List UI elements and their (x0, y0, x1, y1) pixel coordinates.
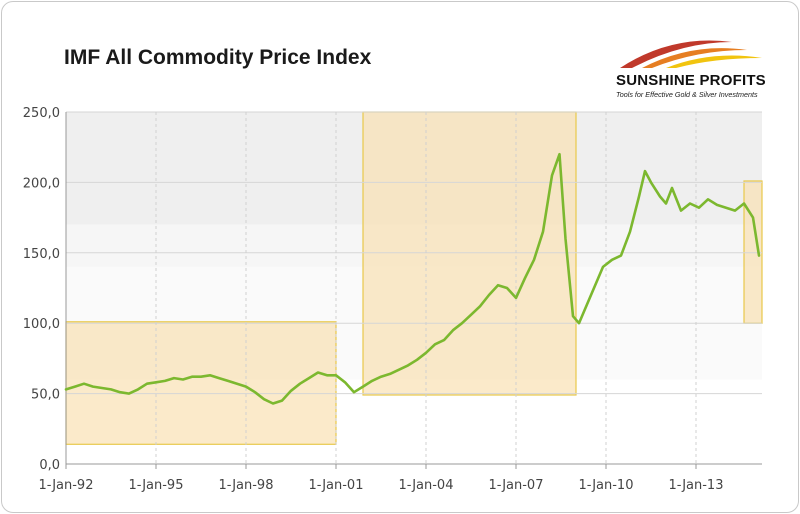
y-tick-labels: 0,0 50,0 100,0 150,0 200,0 250,0 (23, 106, 60, 473)
y-tick-label: 50,0 (31, 388, 60, 403)
highlight-box-1 (65, 321, 337, 445)
logo-name: SUNSHINE PROFITS (616, 72, 766, 89)
highlight-box-2 (362, 111, 577, 396)
y-tick-label: 100,0 (23, 317, 60, 332)
x-tick-label: 1-Jan-13 (669, 478, 724, 493)
x-tick-label: 1-Jan-07 (489, 478, 544, 493)
highlight-boxes (65, 111, 763, 445)
y-tick-label: 200,0 (23, 176, 60, 191)
y-tick-label: 150,0 (23, 247, 60, 262)
x-tick-label: 1-Jan-92 (39, 478, 94, 493)
logo-swoosh-1 (620, 40, 732, 68)
y-tick-label: 0,0 (39, 458, 60, 473)
x-tick-label: 1-Jan-04 (399, 478, 454, 493)
logo-swoosh-icon (620, 40, 762, 68)
logo-swoosh-3 (666, 55, 762, 68)
y-tick-label: 250,0 (23, 106, 60, 121)
series-line-0 (64, 152, 761, 405)
x-tick-label: 1-Jan-10 (579, 478, 634, 493)
logo-swoosh-2 (642, 48, 747, 68)
chart-title: IMF All Commodity Price Index (64, 46, 372, 69)
x-tick-labels: 1-Jan-92 1-Jan-95 1-Jan-98 1-Jan-01 1-Jan-04… (39, 478, 724, 493)
x-tick-label: 1-Jan-01 (309, 478, 364, 493)
sunshine-profits-logo: SUNSHINE PROFITS Tools for Effective Gol… (602, 28, 772, 108)
axes (65, 112, 762, 469)
series-lines (64, 152, 761, 405)
x-tick-label: 1-Jan-98 (219, 478, 274, 493)
logo-tagline: Tools for Effective Gold & Silver Invest… (616, 90, 758, 99)
x-tick-label: 1-Jan-95 (129, 478, 184, 493)
